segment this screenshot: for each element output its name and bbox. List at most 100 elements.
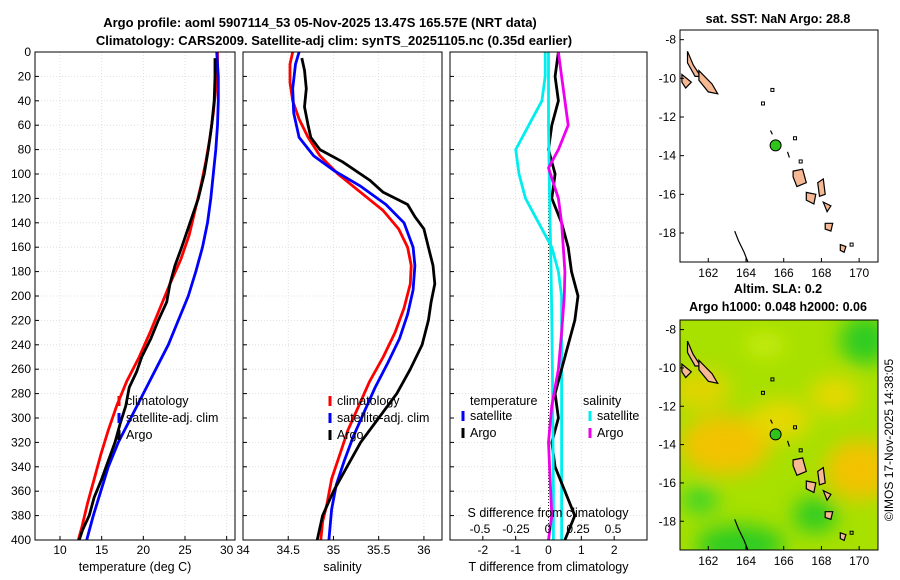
island: [839, 531, 847, 542]
sla-blob: [825, 440, 878, 500]
y-tick-label: -14: [659, 438, 677, 452]
reef-outline: [769, 419, 773, 424]
x-axis-label: temperature (deg C): [79, 560, 192, 574]
islet: [760, 390, 765, 395]
sla-blob: [682, 486, 718, 514]
temperature-panel: 10 15 20 25 30020406080100120140160180200220…: [11, 45, 236, 574]
x-axis-label: salinity: [323, 560, 362, 574]
s-tick-label: 0: [545, 522, 552, 536]
island: [686, 51, 702, 78]
island: [839, 243, 847, 254]
y-tick-label: 80: [18, 143, 32, 157]
x-tick-label: 20: [137, 543, 151, 557]
plot-frame-salinity: [242, 51, 443, 541]
islet: [760, 101, 765, 106]
islet: [798, 159, 803, 164]
island: [792, 168, 808, 188]
s-tick-label: 0.5: [605, 522, 622, 536]
s-tick-label: -0.5: [470, 522, 491, 536]
island: [698, 69, 719, 95]
x-tick-label: 2: [611, 543, 618, 557]
sla-field-blobs: [680, 320, 878, 550]
y-tick-label: -16: [659, 476, 677, 490]
sst-map-title: sat. SST: NaN Argo: 28.8: [706, 12, 851, 26]
x-tick-label: 34.5: [277, 543, 301, 557]
legend-label: climatology: [337, 394, 400, 408]
legend-label: Argo: [597, 426, 623, 440]
imos-credit: ©IMOS 17-Nov-2025 14:38:05: [882, 359, 896, 522]
x-tick-label: 166: [774, 266, 794, 280]
y-tick-label: 340: [11, 460, 31, 474]
x-tick-label: 162: [698, 554, 718, 568]
y-tick-label: 360: [11, 484, 31, 498]
island: [698, 358, 719, 385]
series-line-satellite-adj-clim: [85, 51, 220, 541]
y-tick-label: 120: [11, 191, 31, 205]
y-tick-label: 380: [11, 509, 31, 523]
x-tick-label: -2: [477, 543, 488, 557]
reef-outline: [734, 230, 749, 263]
island: [824, 511, 834, 521]
x-tick-label: 35: [327, 543, 341, 557]
reef-outline: [769, 130, 773, 135]
s-axis-label: S difference from climatology: [468, 506, 630, 520]
y-tick-label: 160: [11, 240, 31, 254]
y-tick-label: 300: [11, 411, 31, 425]
sla-blob: [750, 400, 810, 440]
series-line-argo: [300, 57, 437, 541]
series-line-salinity-argo: [547, 51, 570, 541]
legend-label: Argo: [337, 428, 363, 442]
salinity-panel: 34 34.5 35 35.5 36 salinity climatology satelli…: [236, 51, 443, 574]
series-line-salinity-satellite: [547, 52, 555, 540]
legend-label: satellite: [470, 409, 512, 423]
reef-outline: [786, 440, 790, 447]
y-tick-label: 220: [11, 313, 31, 327]
y-tick-label: -16: [659, 187, 677, 201]
sla-blob: [680, 415, 770, 475]
x-tick-label: 168: [811, 266, 831, 280]
legend-label: satellite-adj. clim: [337, 411, 429, 425]
x-tick-label: 164: [736, 266, 756, 280]
y-tick-label: 60: [18, 118, 32, 132]
sla-map-title-line2: Argo h1000: 0.048 h2000: 0.06: [689, 300, 867, 314]
y-tick-label: -10: [659, 361, 677, 375]
x-tick-label: 34: [236, 543, 250, 557]
sst-map: 162 164 166 168 170 -8 -10 -12 -14 -16 -18: [659, 29, 879, 280]
figure-title-line1: Argo profile: aoml 5907114_53 05-Nov-202…: [103, 15, 537, 30]
sla-map-frame: [679, 319, 879, 551]
y-tick-label: -12: [659, 110, 677, 124]
y-tick-label: 0: [24, 45, 31, 59]
islet: [849, 530, 854, 535]
x-tick-label: 170: [849, 266, 869, 280]
legend-label: climatology: [126, 394, 189, 408]
x-tick-label: 10: [53, 543, 67, 557]
y-tick-label: 200: [11, 289, 31, 303]
y-tick-label: 240: [11, 338, 31, 352]
sla-blob: [680, 370, 730, 410]
islet: [793, 136, 798, 141]
difference-panel: -2 -1 0 1 2 T difference from climatology temp…: [449, 51, 648, 574]
sla-map-title-line1: Altim. SLA: 0.2: [734, 282, 822, 296]
island: [822, 489, 832, 502]
island: [824, 222, 834, 232]
y-tick-label: -18: [659, 226, 677, 240]
y-tick-label: 140: [11, 216, 31, 230]
islet: [793, 425, 798, 430]
island: [822, 200, 832, 213]
figure-title-line2: Climatology: CARS2009. Satellite-adj cli…: [96, 33, 572, 48]
reef-outline: [734, 519, 749, 551]
islet: [770, 377, 775, 382]
reef-outline: [786, 151, 790, 158]
x-tick-label: 162: [698, 266, 718, 280]
sla-map: 162 164 166 168 170 -8 -10 -12 -14 -16 -18: [659, 319, 879, 568]
x-tick-label: 166: [774, 554, 794, 568]
plot-frame-temperature: [34, 51, 236, 541]
series-line-climatology: [288, 51, 413, 541]
y-tick-label: -8: [665, 33, 676, 47]
x-tick-label: 15: [95, 543, 109, 557]
y-tick-label: -14: [659, 149, 677, 163]
sla-blob: [695, 525, 785, 550]
series-line-temperature-satellite: [514, 52, 563, 540]
islet: [770, 87, 775, 92]
x-axis-label: T difference from climatology: [468, 560, 629, 574]
